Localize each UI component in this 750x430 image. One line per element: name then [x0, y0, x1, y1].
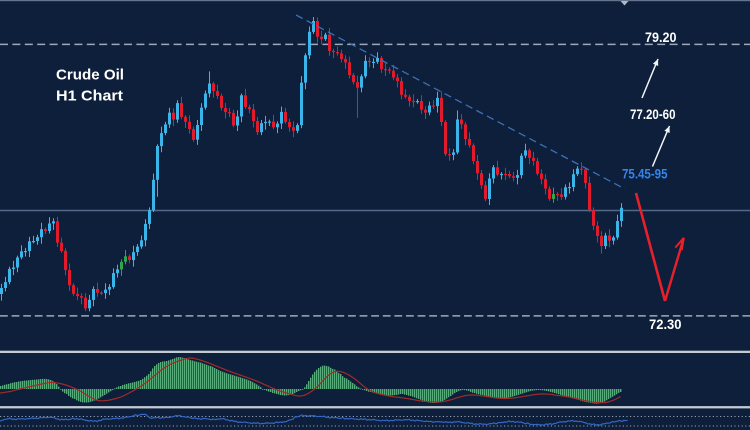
svg-text:77.20-60: 77.20-60: [630, 107, 676, 122]
svg-text:Crude Oil: Crude Oil: [56, 67, 124, 84]
svg-text:75.45-95: 75.45-95: [622, 167, 668, 182]
svg-text:H1 Chart: H1 Chart: [56, 88, 123, 105]
svg-text:79.20: 79.20: [645, 30, 677, 45]
svg-text:72.30: 72.30: [649, 317, 682, 332]
